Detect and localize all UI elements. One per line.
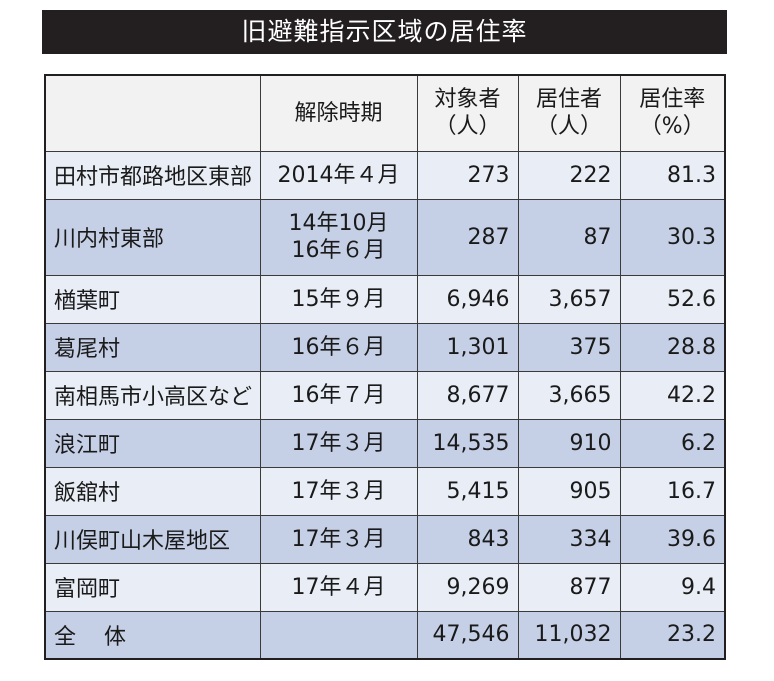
residence-rate: 81.3 [619, 150, 726, 200]
header-rate-unit: （%） [639, 114, 705, 140]
target-count: 843 [416, 514, 519, 564]
header-rate-label: 居住率 [639, 87, 706, 113]
lift-period-line: 16年６月 [291, 238, 386, 263]
header-residents: 居住者 （人） [517, 74, 621, 152]
table-row: 南相馬市小高区など 16年７月 8,677 3,665 42.2 [44, 370, 726, 420]
residence-rate: 39.6 [619, 514, 726, 564]
lift-period-line: 17年３月 [291, 526, 386, 552]
resident-count: 905 [517, 466, 621, 516]
table-row: 楢葉町 15年９月 6,946 3,657 52.6 [44, 274, 726, 324]
area-name: 田村市都路地区東部 [44, 150, 261, 200]
resident-count: 910 [517, 418, 621, 468]
residence-rate-table: 解除時期 対象者 （人） 居住者 （人） 居住率 （%） 田村市都路地区東部 20… [44, 74, 726, 660]
header-residents-label: 居住者 [535, 87, 602, 113]
lift-period: 14年10月 16年６月 [259, 198, 418, 276]
header-rate: 居住率 （%） [619, 74, 726, 152]
header-target-unit: （人） [434, 114, 501, 140]
table-row: 川内村東部 14年10月 16年６月 287 87 30.3 [44, 198, 726, 276]
resident-count: 222 [517, 150, 621, 200]
resident-count: 877 [517, 562, 621, 612]
lift-period-line: 17年３月 [291, 478, 386, 504]
residence-rate: 9.4 [619, 562, 726, 612]
total-target: 47,546 [416, 610, 519, 660]
lift-period-line: 15年９月 [291, 286, 386, 312]
area-name: 富岡町 [44, 562, 261, 612]
total-rate: 23.2 [619, 610, 726, 660]
residence-rate: 42.2 [619, 370, 726, 420]
residence-rate: 28.8 [619, 322, 726, 372]
lift-period: 2014年４月 [259, 150, 418, 200]
total-period [259, 610, 418, 660]
resident-count: 87 [517, 198, 621, 276]
resident-count: 3,665 [517, 370, 621, 420]
area-name: 葛尾村 [44, 322, 261, 372]
resident-count: 3,657 [517, 274, 621, 324]
residence-rate: 6.2 [619, 418, 726, 468]
header-target: 対象者 （人） [416, 74, 519, 152]
target-count: 273 [416, 150, 519, 200]
table-row: 川俣町山木屋地区 17年３月 843 334 39.6 [44, 514, 726, 564]
table-row: 富岡町 17年４月 9,269 877 9.4 [44, 562, 726, 612]
total-row: 全体 47,546 11,032 23.2 [44, 610, 726, 660]
lift-period: 16年７月 [259, 370, 418, 420]
header-area [44, 74, 261, 152]
target-count: 8,677 [416, 370, 519, 420]
lift-period: 17年４月 [259, 562, 418, 612]
header-residents-unit: （人） [535, 114, 602, 140]
area-name: 飯舘村 [44, 466, 261, 516]
table-row: 浪江町 17年３月 14,535 910 6.2 [44, 418, 726, 468]
table-row: 田村市都路地区東部 2014年４月 273 222 81.3 [44, 150, 726, 200]
area-name: 楢葉町 [44, 274, 261, 324]
header-period: 解除時期 [259, 74, 418, 152]
total-label: 全体 [44, 610, 261, 660]
table-row: 葛尾村 16年６月 1,301 375 28.8 [44, 322, 726, 372]
lift-period: 17年３月 [259, 466, 418, 516]
area-name: 浪江町 [44, 418, 261, 468]
target-count: 287 [416, 198, 519, 276]
total-label-char-1: 全 [54, 624, 77, 650]
total-residents: 11,032 [517, 610, 621, 660]
resident-count: 375 [517, 322, 621, 372]
area-name: 南相馬市小高区など [44, 370, 261, 420]
lift-period-line: 2014年４月 [277, 162, 400, 188]
lift-period-line: 17年３月 [291, 430, 386, 456]
table-row: 飯舘村 17年３月 5,415 905 16.7 [44, 466, 726, 516]
resident-count: 334 [517, 514, 621, 564]
residence-rate: 30.3 [619, 198, 726, 276]
header-row: 解除時期 対象者 （人） 居住者 （人） 居住率 （%） [44, 74, 726, 152]
lift-period: 15年９月 [259, 274, 418, 324]
target-count: 14,535 [416, 418, 519, 468]
target-count: 1,301 [416, 322, 519, 372]
target-count: 9,269 [416, 562, 519, 612]
target-count: 5,415 [416, 466, 519, 516]
area-name: 川俣町山木屋地区 [44, 514, 261, 564]
lift-period-line: 16年７月 [291, 382, 386, 408]
lift-period: 17年３月 [259, 418, 418, 468]
lift-period-line: 16年６月 [291, 334, 386, 360]
total-label-char-2: 体 [104, 624, 127, 650]
lift-period-line: 14年10月 [288, 211, 389, 236]
area-name: 川内村東部 [44, 198, 261, 276]
lift-period: 16年６月 [259, 322, 418, 372]
lift-period-line: 17年４月 [291, 574, 386, 600]
residence-rate: 16.7 [619, 466, 726, 516]
table-title: 旧避難指示区域の居住率 [42, 10, 727, 54]
header-target-label: 対象者 [434, 87, 501, 113]
lift-period: 17年３月 [259, 514, 418, 564]
residence-rate: 52.6 [619, 274, 726, 324]
target-count: 6,946 [416, 274, 519, 324]
